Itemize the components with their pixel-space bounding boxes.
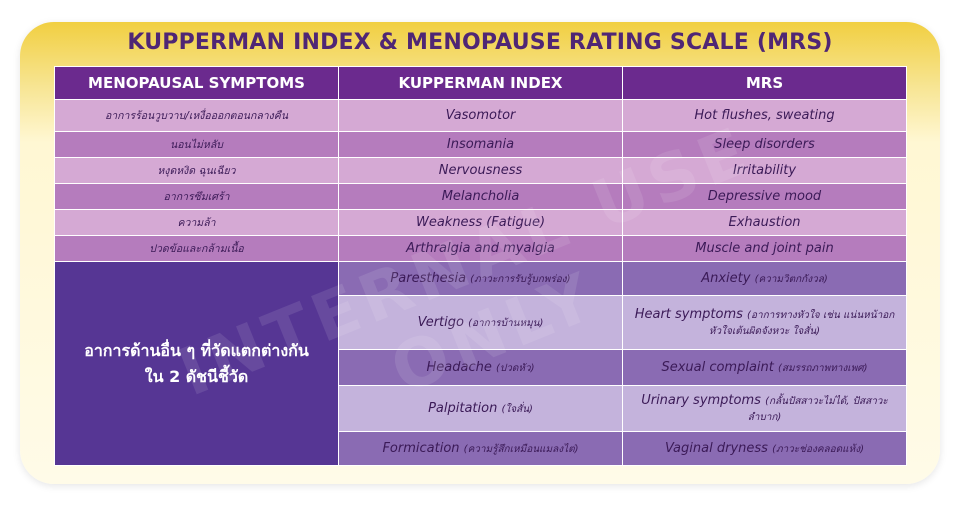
mrs-cell: Hot flushes, sweating (622, 99, 907, 132)
kupperman-cell: Melancholia (338, 183, 623, 210)
mrs-cell: Irritability (622, 157, 907, 184)
other-symptoms-line1: อาการด้านอื่น ๆ ที่วัดแตกต่างกัน (84, 340, 309, 360)
symptom-cell: อาการซึมเศร้า (54, 183, 339, 210)
kupperman-en: Palpitation (428, 400, 498, 416)
mrs-cell: Vaginal dryness (ภาวะช่องคลอดแห้ง) (622, 431, 907, 466)
header-symptoms: MENOPAUSAL SYMPTOMS (54, 66, 339, 100)
kupperman-cell: Weakness (Fatigue) (338, 209, 623, 236)
mrs-cell: Urinary symptoms (กลั้นปัสสาวะไม่ได้, ปั… (622, 385, 907, 432)
kupperman-th: (ปวดหัว) (496, 362, 535, 374)
table-row: หงุดหงิด ฉุนเฉียว Nervousness Irritabili… (54, 157, 907, 184)
mrs-en: Vaginal dryness (665, 440, 768, 456)
table-row: Palpitation (ใจสั่น) Urinary symptoms (ก… (55, 385, 907, 432)
kupperman-cell: Insomania (338, 131, 623, 158)
header-mrs: MRS (622, 66, 907, 100)
table-row: นอนไม่หลับ Insomania Sleep disorders (54, 131, 907, 158)
kupperman-en: Vertigo (417, 314, 464, 330)
kupperman-en: Headache (426, 359, 492, 375)
kupperman-en: Paresthesia (390, 270, 467, 286)
mrs-cell: Muscle and joint pain (622, 235, 907, 262)
mrs-cell: Depressive mood (622, 183, 907, 210)
mrs-cell: Sexual complaint (สมรรถภาพทางเพศ) (622, 349, 907, 386)
table-row: อาการด้านอื่น ๆ ที่วัดแตกต่างกัน ใน 2 ดั… (54, 261, 907, 466)
mrs-en: Anxiety (701, 270, 751, 286)
mrs-en: Sexual complaint (661, 359, 774, 375)
kupperman-cell: Formication (ความรู้สึกเหมือนแมลงไต่) (338, 431, 623, 466)
mrs-en: Heart symptoms (634, 306, 743, 322)
other-symptoms-label: อาการด้านอื่น ๆ ที่วัดแตกต่างกัน ใน 2 ดั… (54, 261, 339, 466)
comparison-table: MENOPAUSAL SYMPTOMS KUPPERMAN INDEX MRS … (54, 66, 907, 466)
mrs-en: Urinary symptoms (641, 392, 761, 408)
table-row: อาการซึมเศร้า Melancholia Depressive moo… (54, 183, 907, 210)
header-row: MENOPAUSAL SYMPTOMS KUPPERMAN INDEX MRS (54, 66, 907, 100)
kupperman-en: Formication (382, 440, 460, 456)
mrs-cell: Heart symptoms (อาการทางหัวใจ เช่น แน่นห… (622, 295, 907, 350)
kupperman-cell: Vertigo (อาการบ้านหมุน) (338, 295, 623, 350)
kupperman-th: (ความรู้สึกเหมือนแมลงไต่) (463, 443, 579, 455)
kupperman-th: (อาการบ้านหมุน) (468, 317, 544, 329)
kupperman-cell: Vasomotor (338, 99, 623, 132)
table-row: ความล้า Weakness (Fatigue) Exhaustion (54, 209, 907, 236)
mrs-th: (กลั้นปัสสาวะไม่ได้, ปัสสาวะลำบาก) (747, 395, 888, 423)
kupperman-cell: Nervousness (338, 157, 623, 184)
kupperman-th: (ภาวะการรับรู้บกพร่อง) (470, 273, 571, 285)
symptom-cell: หงุดหงิด ฉุนเฉียว (54, 157, 339, 184)
table-row: ปวดข้อและกล้ามเนื้อ Arthralgia and myalg… (54, 235, 907, 262)
kupperman-cell: Paresthesia (ภาวะการรับรู้บกพร่อง) (338, 261, 623, 296)
page-title: KUPPERMAN INDEX & MENOPAUSE RATING SCALE… (127, 30, 833, 55)
symptom-cell: ความล้า (54, 209, 339, 236)
table-row: Formication (ความรู้สึกเหมือนแมลงไต่) Va… (55, 431, 907, 466)
table-row: Vertigo (อาการบ้านหมุน) Heart symptoms (… (55, 295, 907, 350)
mrs-th: (สมรรถภาพทางเพศ) (778, 362, 868, 374)
other-symptoms-line2: ใน 2 ดัชนีชี้วัด (144, 366, 249, 386)
table-row: Headache (ปวดหัว) Sexual complaint (สมรร… (55, 349, 907, 386)
symptom-cell: อาการร้อนวูบวาบ/เหงื่อออกตอนกลางคืน (54, 99, 339, 132)
kupperman-cell: Headache (ปวดหัว) (338, 349, 623, 386)
kupperman-cell: Arthralgia and myalgia (338, 235, 623, 262)
mrs-th: (ภาวะช่องคลอดแห้ง) (772, 443, 864, 455)
mrs-cell: Exhaustion (622, 209, 907, 236)
table-row: อาการร้อนวูบวาบ/เหงื่อออกตอนกลางคืน Vaso… (54, 99, 907, 132)
symptom-cell: นอนไม่หลับ (54, 131, 339, 158)
mrs-th: (ความวิตกกังวล) (754, 273, 828, 285)
symptom-cell: ปวดข้อและกล้ามเนื้อ (54, 235, 339, 262)
mrs-cell: Anxiety (ความวิตกกังวล) (622, 261, 907, 296)
mrs-th: (อาการทางหัวใจ เช่น แน่นหน้าอก หัวใจเต้น… (708, 309, 895, 337)
kupperman-th: (ใจสั่น) (501, 403, 533, 415)
header-kupperman: KUPPERMAN INDEX (338, 66, 623, 100)
mrs-cell: Sleep disorders (622, 131, 907, 158)
kupperman-cell: Palpitation (ใจสั่น) (338, 385, 623, 432)
